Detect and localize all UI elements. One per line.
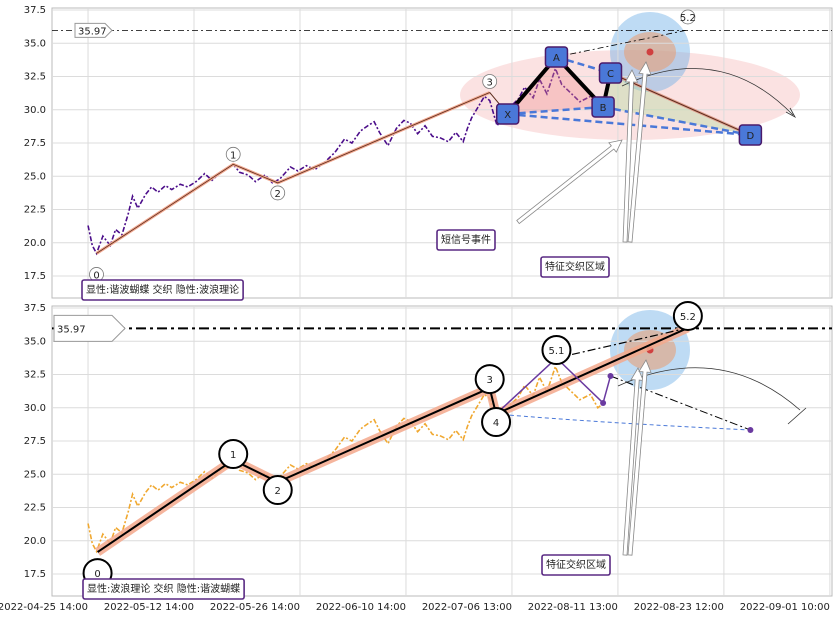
annotation-text: 显性:波浪理论 交织 隐性:谐波蝴蝶: [87, 582, 240, 595]
annotation-box: [82, 578, 245, 600]
y-tick-label: 32.5: [24, 370, 46, 381]
pattern-fill: [507, 56, 604, 115]
annotation-box: [436, 229, 496, 251]
pattern-point: [747, 426, 754, 433]
wave-label: 0: [93, 270, 99, 281]
plot: 17.5 20.0 22.5 25.0 27.5 30.0 32.5 35.0 37.5 35.9…: [0, 5, 833, 613]
y-tick-label: 30.0: [24, 403, 46, 414]
pattern-point: [738, 124, 763, 146]
wave-marker: [270, 185, 286, 201]
wave-label: 2: [275, 189, 281, 200]
wave-marker: [482, 74, 498, 89]
y-tick-label: 35.0: [24, 38, 46, 49]
annotation-box: [541, 554, 611, 576]
wave-marker: [481, 407, 512, 438]
level-tag: [53, 314, 126, 342]
arrow-stop: [787, 407, 807, 425]
y-tick-label: 32.5: [24, 72, 46, 83]
wave-label: 1: [230, 450, 236, 461]
y-tick-label: 25.0: [24, 469, 46, 480]
x-tick-label: 2022-09-01 10:00: [740, 602, 830, 613]
wave-line: [96, 92, 490, 254]
y-tick-label: 27.5: [24, 138, 46, 149]
pattern-label: D: [747, 131, 755, 142]
pattern-point: [607, 372, 614, 379]
x-tick-label: 2022-07-06 13:00: [422, 602, 512, 613]
annotation-text: 特征交织区域: [546, 558, 606, 571]
pointer-arrow: [622, 367, 644, 556]
y-tick-label: 25.0: [24, 171, 46, 182]
panel-frame: [51, 305, 833, 597]
y-tick-label: 20.0: [24, 238, 46, 249]
pointer-arrow: [627, 61, 652, 243]
y-tick-label: 27.5: [24, 436, 46, 447]
wave-marker: [672, 300, 703, 331]
y-tick-label: 22.5: [24, 503, 46, 514]
wave-marker: [262, 474, 293, 505]
x-tick-label: 2022-08-23 12:00: [634, 602, 724, 613]
y-tick-label: 17.5: [24, 569, 46, 580]
pattern-point: [598, 62, 623, 84]
wave-marker: [541, 335, 572, 366]
pointer-arrow: [516, 139, 623, 225]
annotation-box: [81, 279, 244, 301]
pointer-arrow: [622, 69, 639, 243]
pattern-path: [495, 356, 612, 415]
pattern-label: A: [553, 53, 560, 64]
y-tick-label: 20.0: [24, 536, 46, 547]
pointer-arrow: [627, 359, 652, 556]
x-tick-label: 2022-05-12 14:00: [104, 602, 194, 613]
wave-link: [610, 375, 751, 431]
annotation-text: 显性:谐波蝴蝶 交织 隐性:波浪理论: [86, 283, 239, 296]
level-tag: [74, 22, 113, 38]
pattern-label: B: [600, 103, 607, 114]
wave-label: 3: [487, 77, 493, 88]
wave-marker: [218, 439, 249, 470]
level-label: 35.97: [78, 26, 107, 37]
pattern-dash: [602, 105, 751, 137]
arrow-head: [785, 107, 797, 119]
y-tick-label: 35.0: [24, 336, 46, 347]
wave-label: 2: [275, 486, 281, 497]
pattern-point: [591, 96, 615, 118]
y-tick-label: 30.0: [24, 105, 46, 116]
pattern-point: [495, 103, 520, 125]
pattern-label: X: [504, 110, 511, 121]
pattern-point: [544, 46, 569, 68]
pattern-dash: [507, 105, 604, 116]
wave-label: 0: [94, 569, 100, 580]
x-tick-label: 2022-05-26 14:00: [210, 602, 300, 613]
wave-link: [556, 327, 689, 359]
wave-label: 4: [493, 418, 499, 429]
y-tick-label: 22.5: [24, 205, 46, 216]
wave-label: 5.1: [549, 346, 565, 357]
panel-frame: [51, 7, 833, 299]
wave-marker: [680, 9, 696, 25]
wave-label: 5.2: [680, 312, 696, 323]
pattern-curve: [496, 413, 751, 431]
annotation-box: [540, 256, 610, 278]
zone-center: [646, 48, 654, 56]
level-label: 35.97: [57, 324, 86, 335]
wave-line: [97, 327, 689, 553]
annotation-text: 短信号事件: [441, 233, 491, 246]
wave-label: 3: [487, 375, 493, 386]
pattern-point: [600, 399, 607, 406]
x-tick-label: 2022-06-10 14:00: [316, 602, 406, 613]
x-tick-label: 2022-08-11 13:00: [528, 602, 618, 613]
wave-marker: [474, 364, 505, 395]
wave-marker: [225, 146, 241, 162]
wave-label: 5.2: [680, 13, 696, 24]
y-tick-label: 17.5: [24, 271, 46, 282]
y-tick-label: 37.5: [24, 303, 46, 314]
pattern-label: C: [607, 69, 614, 80]
annotation-text: 特征交织区域: [545, 260, 605, 273]
x-tick-label: 2022-04-25 14:00: [0, 602, 88, 613]
wave-label: 1: [230, 150, 236, 161]
y-tick-label: 37.5: [24, 5, 46, 16]
